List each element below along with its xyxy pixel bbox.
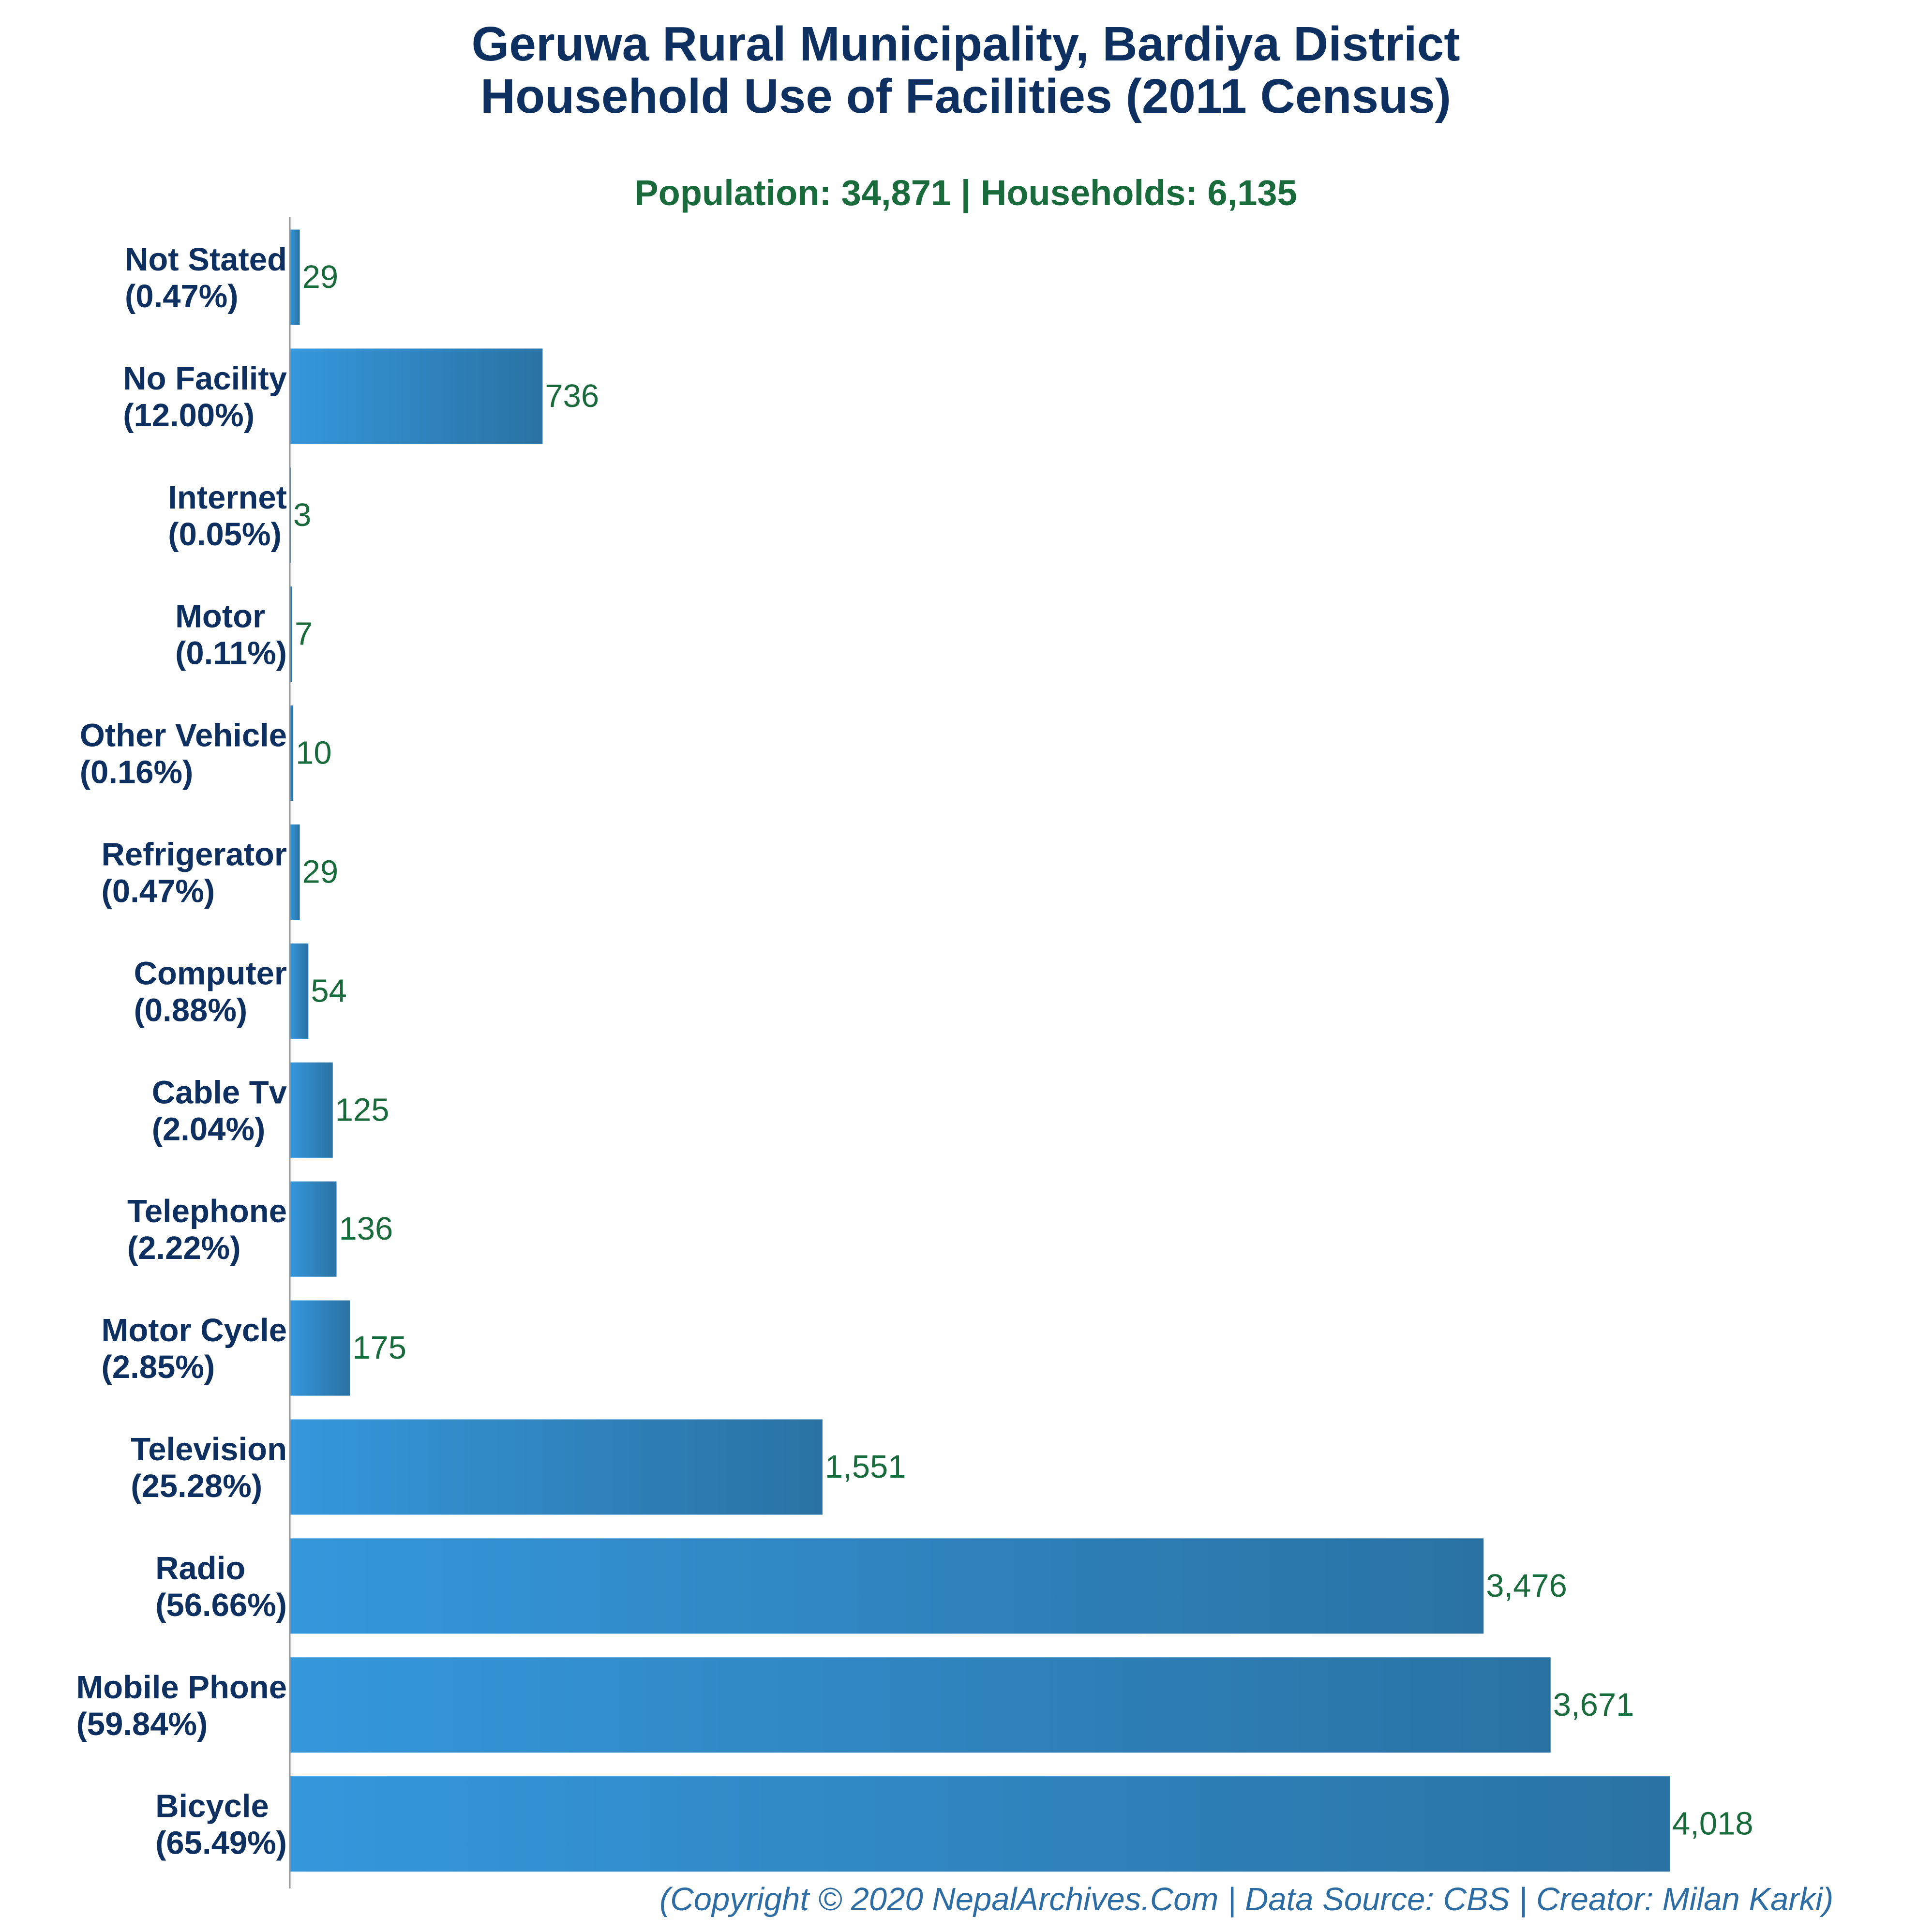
category-pct-motor-cycle: (2.85%) bbox=[102, 1349, 215, 1385]
category-pct-computer: (0.88%) bbox=[134, 992, 248, 1028]
bar-bicycle bbox=[290, 1776, 1670, 1872]
bar-radio bbox=[290, 1538, 1484, 1634]
category-pct-radio: (56.66%) bbox=[155, 1587, 287, 1623]
bar-no-facility bbox=[290, 348, 543, 444]
category-pct-other-vehicle: (0.16%) bbox=[80, 754, 194, 791]
category-label-internet: Internet bbox=[168, 479, 287, 516]
category-label-mobile-phone: Mobile Phone bbox=[76, 1669, 287, 1706]
category-label-television: Television bbox=[131, 1431, 287, 1468]
category-pct-refrigerator: (0.47%) bbox=[102, 873, 215, 910]
bar-not-stated bbox=[290, 229, 300, 325]
chart-title-line-1: Geruwa Rural Municipality, Bardiya Distr… bbox=[471, 17, 1460, 71]
value-label-internet: 3 bbox=[293, 497, 311, 533]
bar-refrigerator bbox=[290, 824, 300, 920]
category-label-motor-cycle: Motor Cycle bbox=[102, 1312, 287, 1348]
category-label-radio: Radio bbox=[155, 1550, 245, 1587]
category-label-not-stated: Not Stated bbox=[125, 241, 287, 278]
value-label-computer: 54 bbox=[311, 973, 347, 1009]
value-label-refrigerator: 29 bbox=[302, 854, 339, 890]
value-label-radio: 3,476 bbox=[1486, 1568, 1567, 1604]
category-label-refrigerator: Refrigerator bbox=[102, 837, 287, 873]
value-label-television: 1,551 bbox=[825, 1449, 906, 1485]
category-label-motor: Motor bbox=[175, 599, 265, 635]
chart-title-line-2: Household Use of Facilities (2011 Census… bbox=[480, 69, 1451, 123]
category-label-other-vehicle: Other Vehicle bbox=[80, 718, 287, 754]
category-label-bicycle: Bicycle bbox=[155, 1788, 269, 1825]
value-label-motor-cycle: 175 bbox=[352, 1330, 406, 1366]
category-pct-telephone: (2.22%) bbox=[127, 1230, 241, 1266]
bar-mobile-phone bbox=[290, 1657, 1551, 1753]
category-label-cable-tv: Cable Tv bbox=[152, 1074, 287, 1110]
bar-computer bbox=[290, 943, 309, 1039]
value-label-telephone: 136 bbox=[339, 1211, 393, 1247]
chart-subtitle: Population: 34,871 | Households: 6,135 bbox=[634, 173, 1297, 213]
category-pct-bicycle: (65.49%) bbox=[155, 1825, 287, 1861]
category-label-telephone: Telephone bbox=[127, 1193, 287, 1229]
value-label-motor: 7 bbox=[295, 616, 313, 652]
category-pct-cable-tv: (2.04%) bbox=[152, 1111, 266, 1147]
category-pct-internet: (0.05%) bbox=[168, 516, 282, 553]
category-pct-motor: (0.11%) bbox=[175, 635, 287, 672]
category-pct-no-facility: (12.00%) bbox=[123, 397, 255, 434]
category-pct-mobile-phone: (59.84%) bbox=[76, 1706, 208, 1742]
footer-credit: (Copyright © 2020 NepalArchives.Com | Da… bbox=[659, 1881, 1833, 1918]
bar-other-vehicle bbox=[290, 705, 294, 801]
category-pct-not-stated: (0.47%) bbox=[125, 278, 239, 315]
value-label-not-stated: 29 bbox=[302, 259, 339, 295]
value-label-bicycle: 4,018 bbox=[1672, 1806, 1753, 1842]
category-label-computer: Computer bbox=[134, 955, 287, 991]
category-label-no-facility: No Facility bbox=[123, 360, 287, 397]
bar-telephone bbox=[290, 1181, 337, 1277]
bar-motor bbox=[290, 586, 292, 682]
bar-television bbox=[290, 1419, 823, 1515]
bar-motor-cycle bbox=[290, 1300, 350, 1396]
category-pct-television: (25.28%) bbox=[131, 1468, 262, 1504]
value-label-mobile-phone: 3,671 bbox=[1553, 1687, 1634, 1723]
bar-cable-tv bbox=[290, 1062, 333, 1158]
value-label-cable-tv: 125 bbox=[335, 1092, 389, 1128]
value-label-no-facility: 736 bbox=[545, 378, 599, 414]
value-label-other-vehicle: 10 bbox=[296, 735, 332, 771]
